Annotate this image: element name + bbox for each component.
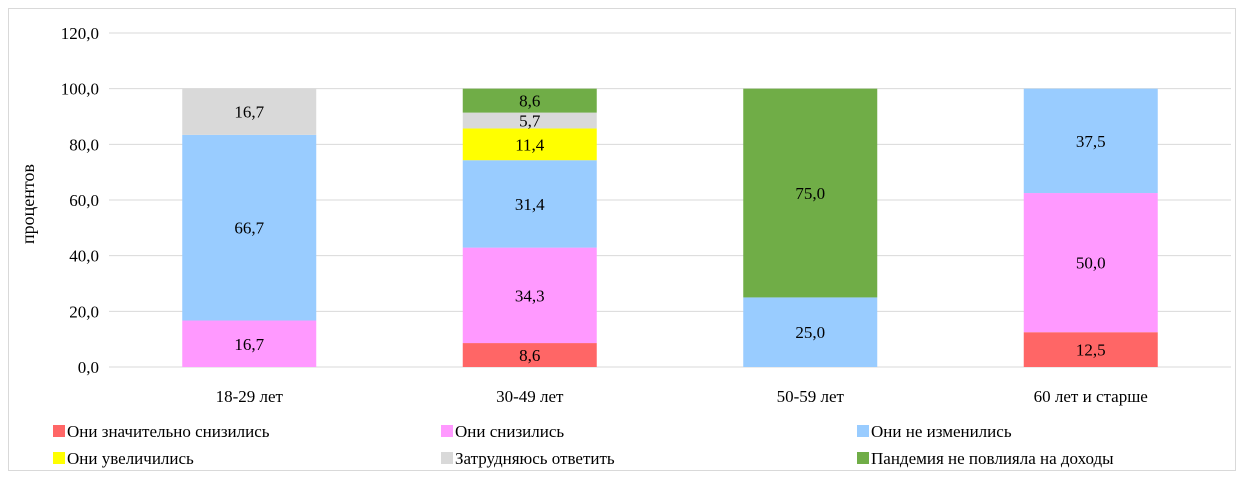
- data-label: 8,6: [519, 92, 540, 111]
- data-label: 37,5: [1076, 132, 1106, 151]
- bar-segment: [743, 297, 878, 367]
- data-label: 12,5: [1076, 341, 1106, 360]
- legend-label: Затрудняюсь ответить: [455, 449, 615, 468]
- data-label: 66,7: [234, 219, 264, 238]
- bar-segment: [1023, 193, 1158, 333]
- x-axis-labels: 18-29 лет 30-49 лет 50-59 лет 60 лет и стар…: [216, 387, 1148, 406]
- bar-segment: [462, 343, 597, 367]
- y-axis-ticks: 0,0 20,0 40,0 60,0 80,0 100,0 120,0: [61, 24, 99, 377]
- legend-label: Они не изменились: [871, 422, 1012, 441]
- bar-segment: [462, 247, 597, 344]
- data-label: 8,6: [519, 346, 540, 365]
- y-axis-title: процентов: [18, 164, 38, 244]
- y-tick-label: 120,0: [61, 24, 99, 43]
- data-label: 25,0: [795, 323, 825, 342]
- y-tick-label: 20,0: [69, 302, 99, 321]
- y-tick-label: 0,0: [78, 358, 99, 377]
- legend-swatch: [53, 452, 65, 464]
- bar-segment: [182, 320, 317, 367]
- y-tick-label: 60,0: [69, 191, 99, 210]
- stacked-bar-chart: 0,0 20,0 40,0 60,0 80,0 100,0 120,0 16,7 66,7 16…: [18, 24, 1231, 468]
- data-label: 50,0: [1076, 254, 1106, 273]
- data-label: 11,4: [515, 135, 545, 154]
- legend-label: Пандемия не повлияла на доходы: [871, 449, 1114, 468]
- data-label: 34,3: [515, 286, 545, 305]
- bars: [182, 88, 1158, 367]
- bar-segment: [462, 128, 597, 161]
- y-tick-label: 40,0: [69, 247, 99, 266]
- legend-swatch: [441, 452, 453, 464]
- bar-segment: [1023, 332, 1158, 367]
- x-category-label: 18-29 лет: [216, 387, 284, 406]
- bar-segment: [462, 88, 597, 113]
- bar-segment: [743, 88, 878, 298]
- legend: Они значительно снизились Они снизились Он…: [53, 422, 1114, 468]
- data-label: 16,7: [234, 335, 264, 354]
- bar-segment: [182, 88, 317, 135]
- bar-segment: [462, 160, 597, 248]
- legend-label: Они снизились: [455, 422, 564, 441]
- legend-label: Они значительно снизились: [67, 422, 270, 441]
- legend-label: Они увеличились: [67, 449, 194, 468]
- y-tick-label: 100,0: [61, 80, 99, 99]
- x-category-label: 60 лет и старше: [1034, 387, 1148, 406]
- legend-swatch: [53, 425, 65, 437]
- data-labels: 16,766,716,78,634,331,411,45,78,625,075,…: [234, 92, 1105, 365]
- legend-swatch: [441, 425, 453, 437]
- legend-swatch: [857, 425, 869, 437]
- x-category-label: 30-49 лет: [496, 387, 564, 406]
- chart-frame: 0,0 20,0 40,0 60,0 80,0 100,0 120,0 16,7 66,7 16…: [8, 8, 1236, 471]
- bar-segment: [1023, 88, 1158, 194]
- legend-swatch: [857, 452, 869, 464]
- y-tick-label: 80,0: [69, 135, 99, 154]
- data-label: 16,7: [234, 103, 264, 122]
- data-label: 5,7: [519, 112, 541, 131]
- bar-segment: [182, 134, 317, 321]
- bar-segment: [462, 112, 597, 129]
- data-label: 75,0: [795, 184, 825, 203]
- data-label: 31,4: [515, 195, 545, 214]
- x-category-label: 50-59 лет: [777, 387, 845, 406]
